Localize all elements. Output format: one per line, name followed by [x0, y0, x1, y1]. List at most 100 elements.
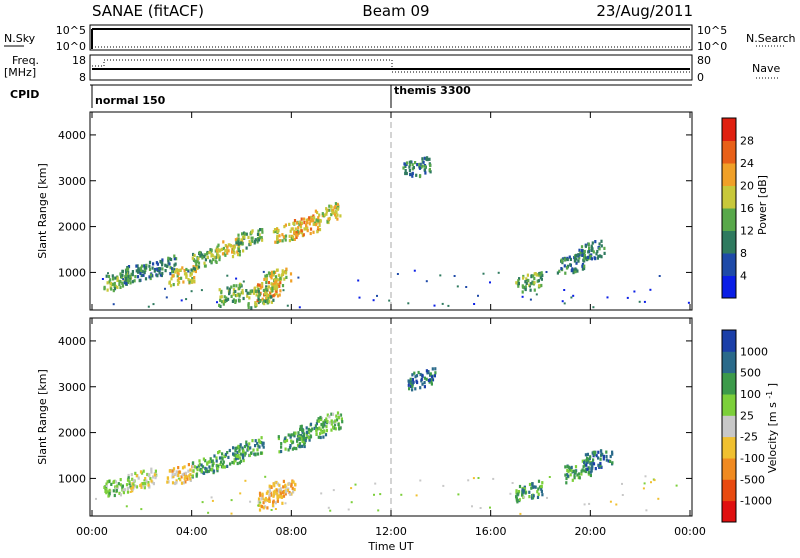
power-cell [193, 267, 196, 271]
velocity-cell [187, 469, 190, 473]
velocity-cell [242, 456, 245, 460]
power-cell [563, 289, 566, 291]
velocity-cell [261, 492, 264, 496]
velocity-cell [112, 480, 115, 484]
velocity-cell [296, 443, 300, 447]
power-cell [237, 242, 240, 246]
power-cell [143, 264, 146, 268]
velocity-cell [103, 485, 106, 489]
power-cell [227, 249, 230, 253]
power-cell [170, 257, 173, 262]
power-cell [433, 304, 436, 307]
power-colorbar: 4 8 12 16 20 24 28 [721, 117, 754, 299]
velocity-cell [279, 487, 282, 491]
power-cell [231, 299, 234, 303]
power-cell [598, 242, 601, 246]
power-cell [396, 273, 399, 275]
velocity-cell [573, 474, 576, 478]
power-colorbar-tick: 28 [740, 135, 754, 148]
power-cell [596, 249, 599, 254]
velocity-cell [260, 451, 263, 455]
velocity-cell [232, 452, 235, 456]
power-cell [253, 239, 256, 243]
power-colorbar-tick: 24 [740, 157, 754, 170]
power-cell [169, 284, 173, 288]
velocity-cell [259, 493, 262, 497]
velocity-cell [180, 481, 184, 485]
power-cell [482, 272, 485, 275]
velocity-cell [187, 463, 190, 467]
velocity-cell [110, 482, 113, 486]
velocity-cell [592, 450, 595, 454]
power-cell [321, 212, 324, 216]
velocity-cell [330, 428, 333, 432]
power-cell [606, 296, 609, 299]
velocity-colorbar-label-sup: -1 [765, 391, 774, 399]
power-cell [424, 171, 427, 175]
velocity-colorbar-swatch [722, 436, 736, 459]
power-cell [329, 204, 333, 208]
power-cell [532, 281, 535, 285]
velocity-cell [541, 493, 544, 497]
power-cell [589, 255, 592, 259]
power-cell [300, 221, 303, 225]
power-cell [161, 263, 164, 267]
velocity-cell [258, 439, 261, 443]
velocity-cell [262, 501, 265, 505]
velocity-cell [427, 370, 430, 374]
power-cell [185, 274, 188, 278]
velocity-cell [247, 447, 250, 451]
velocity-cell [144, 482, 147, 486]
power-cell [233, 245, 236, 249]
power-cell [242, 280, 245, 283]
power-cell [182, 280, 185, 284]
velocity-cell [253, 452, 256, 456]
power-cell [279, 281, 282, 285]
velocity-cell [263, 505, 267, 509]
power-cell [179, 268, 182, 272]
power-cell [563, 302, 566, 305]
velocity-cell [277, 435, 280, 439]
velocity-cell [354, 483, 357, 486]
velocity-cell [104, 489, 107, 493]
velocity-cell [150, 470, 153, 474]
velocity-cell [186, 477, 189, 481]
velocity-cell [219, 462, 222, 466]
velocity-cell [338, 425, 341, 429]
power-cell [272, 294, 275, 298]
power-cell [235, 284, 238, 288]
power-cell [241, 288, 244, 293]
velocity-cell [106, 480, 109, 484]
power-cell [108, 280, 111, 284]
power-cell [228, 287, 231, 291]
power-cell [110, 287, 113, 291]
velocity-cell [379, 493, 382, 496]
power-cell [203, 261, 206, 265]
power-cell [127, 265, 131, 269]
power-cell [529, 282, 532, 286]
velocity-cell [284, 447, 287, 451]
velocity-cell [150, 467, 153, 471]
velocity-cell [509, 492, 512, 495]
velocity-cell [434, 371, 437, 375]
power-cell [255, 302, 258, 307]
velocity-cell [303, 442, 306, 446]
velocity-cell [132, 483, 135, 487]
velocity-cell [232, 446, 235, 450]
power-cell [297, 226, 300, 230]
velocity-cell [319, 415, 322, 420]
power-cell [261, 228, 264, 232]
power-cell [235, 277, 238, 280]
power-cell [258, 283, 261, 287]
power-cell [204, 264, 207, 268]
power-cell [124, 274, 127, 279]
power-cell [600, 244, 603, 248]
velocity-cell [590, 467, 593, 471]
power-cell [404, 171, 407, 176]
velocity-cell [121, 484, 124, 488]
freq-label: Freq. [12, 54, 39, 67]
power-cell [227, 297, 230, 301]
velocity-cell [581, 459, 584, 463]
power-cell [190, 268, 193, 272]
velocity-cell [209, 457, 212, 461]
